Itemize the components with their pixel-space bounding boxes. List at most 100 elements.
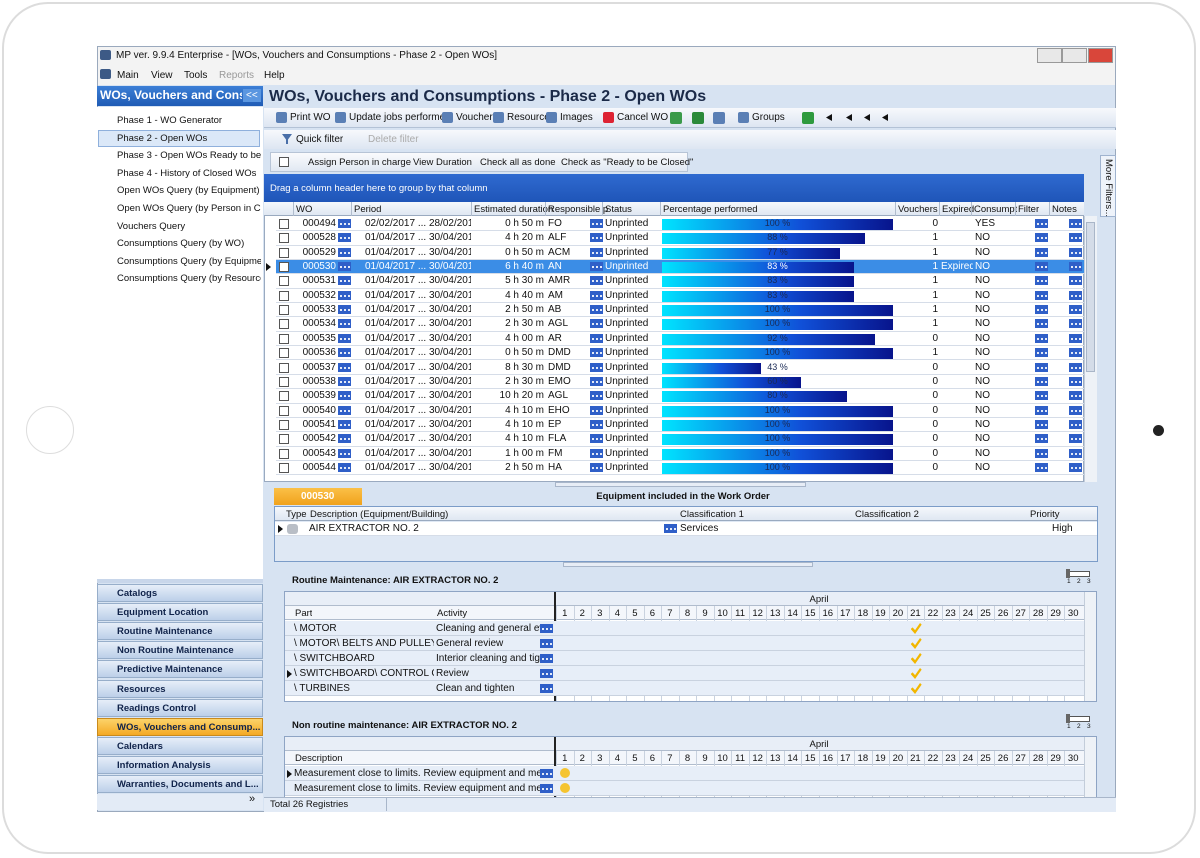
ellipsis-button[interactable] <box>1035 233 1048 242</box>
ellipsis-button[interactable] <box>338 276 351 285</box>
ellipsis-button[interactable] <box>1035 420 1048 429</box>
column-header[interactable]: Part <box>295 607 312 620</box>
ellipsis-button[interactable] <box>338 219 351 228</box>
ellipsis-button[interactable] <box>1069 377 1082 386</box>
ellipsis-button[interactable] <box>540 769 553 778</box>
ellipsis-button[interactable] <box>338 248 351 257</box>
toolbar-button[interactable]: Groups <box>752 111 785 124</box>
ellipsis-button[interactable] <box>590 276 603 285</box>
ellipsis-button[interactable] <box>338 291 351 300</box>
ellipsis-button[interactable] <box>1069 219 1082 228</box>
menu-item[interactable]: Tools <box>184 69 207 82</box>
ellipsis-button[interactable] <box>590 291 603 300</box>
ellipsis-button[interactable] <box>1069 391 1082 400</box>
delete-filter[interactable]: Delete filter <box>368 133 419 146</box>
ellipsis-button[interactable] <box>590 248 603 257</box>
ellipsis-button[interactable] <box>1035 291 1048 300</box>
column-header[interactable]: Type <box>286 508 307 521</box>
ellipsis-button[interactable] <box>1069 276 1082 285</box>
sidebar-item[interactable]: Consumptions Query (by WO) <box>117 237 261 250</box>
toolbar-button[interactable]: Update jobs performed <box>349 111 451 124</box>
toolbar-button[interactable]: Print WO <box>290 111 331 124</box>
ellipsis-button[interactable] <box>590 262 603 271</box>
action-button[interactable]: View Duration <box>413 156 472 169</box>
column-header[interactable]: Classification 1 <box>680 508 744 521</box>
ellipsis-button[interactable] <box>1035 262 1048 271</box>
column-header[interactable]: Percentage performed <box>663 203 758 216</box>
ellipsis-button[interactable] <box>1069 348 1082 357</box>
ellipsis-button[interactable] <box>590 348 603 357</box>
side-tab-label[interactable]: More Filters... <box>1102 159 1115 217</box>
ellipsis-button[interactable] <box>1035 363 1048 372</box>
ellipsis-button[interactable] <box>590 406 603 415</box>
ellipsis-button[interactable] <box>540 624 553 633</box>
ellipsis-button[interactable] <box>590 319 603 328</box>
ellipsis-button[interactable] <box>1069 262 1082 271</box>
column-header[interactable]: Period <box>354 203 381 216</box>
column-header[interactable]: Status <box>605 203 632 216</box>
ellipsis-button[interactable] <box>1069 363 1082 372</box>
ellipsis-button[interactable] <box>1069 420 1082 429</box>
ellipsis-button[interactable] <box>540 684 553 693</box>
nav-button[interactable]: Information Analysis <box>117 759 261 772</box>
column-header[interactable]: Classification 2 <box>855 508 919 521</box>
ellipsis-button[interactable] <box>1035 377 1048 386</box>
ellipsis-button[interactable] <box>1069 291 1082 300</box>
ellipsis-button[interactable] <box>1035 391 1048 400</box>
ellipsis-button[interactable] <box>590 233 603 242</box>
nav-button[interactable]: Equipment Location <box>117 606 261 619</box>
action-button[interactable]: Check as "Ready to be Closed" <box>561 156 693 169</box>
ellipsis-button[interactable] <box>338 391 351 400</box>
ellipsis-button[interactable] <box>540 784 553 793</box>
sidebar-item[interactable]: Open WOs Query (by Equipment) <box>117 184 261 197</box>
column-header[interactable]: Notes <box>1052 203 1077 216</box>
column-header[interactable]: Expired <box>942 203 974 216</box>
ellipsis-button[interactable] <box>590 434 603 443</box>
ellipsis-button[interactable] <box>1035 305 1048 314</box>
ellipsis-button[interactable] <box>1035 276 1048 285</box>
column-header[interactable]: Filter <box>1018 203 1039 216</box>
menu-item[interactable]: Help <box>264 69 285 82</box>
ellipsis-button[interactable] <box>1035 406 1048 415</box>
nav-button[interactable]: WOs, Vouchers and Consump... <box>117 721 261 734</box>
column-header[interactable]: Consumpt <box>974 203 1017 216</box>
sidebar-item[interactable]: Phase 2 - Open WOs <box>117 132 261 145</box>
ellipsis-button[interactable] <box>1069 463 1082 472</box>
toolbar-button[interactable]: Images <box>560 111 593 124</box>
menu-item[interactable]: Reports <box>219 69 254 82</box>
action-button[interactable]: Check all as done <box>480 156 556 169</box>
ellipsis-button[interactable] <box>1069 248 1082 257</box>
ellipsis-button[interactable] <box>338 463 351 472</box>
ellipsis-button[interactable] <box>540 669 553 678</box>
ellipsis-button[interactable] <box>540 654 553 663</box>
ellipsis-button[interactable] <box>1035 248 1048 257</box>
sidebar-item[interactable]: Vouchers Query <box>117 220 261 233</box>
ellipsis-button[interactable] <box>1035 348 1048 357</box>
ellipsis-button[interactable] <box>338 233 351 242</box>
ellipsis-button[interactable] <box>338 434 351 443</box>
column-header[interactable]: Responsible p <box>548 203 608 216</box>
ellipsis-button[interactable] <box>664 524 677 533</box>
sidebar-item[interactable]: Phase 4 - History of Closed WOs <box>117 167 261 180</box>
ellipsis-button[interactable] <box>590 363 603 372</box>
ellipsis-button[interactable] <box>1035 219 1048 228</box>
ellipsis-button[interactable] <box>338 449 351 458</box>
ellipsis-button[interactable] <box>1069 406 1082 415</box>
nav-button[interactable]: Resources <box>117 683 261 696</box>
collapse-button[interactable]: << <box>243 89 261 102</box>
ellipsis-button[interactable] <box>338 305 351 314</box>
ellipsis-button[interactable] <box>338 363 351 372</box>
ellipsis-button[interactable] <box>590 334 603 343</box>
ellipsis-button[interactable] <box>590 449 603 458</box>
ellipsis-button[interactable] <box>590 391 603 400</box>
ellipsis-button[interactable] <box>338 348 351 357</box>
ellipsis-button[interactable] <box>338 406 351 415</box>
ellipsis-button[interactable] <box>590 219 603 228</box>
sidebar-item[interactable]: Phase 1 - WO Generator <box>117 114 261 127</box>
ellipsis-button[interactable] <box>1069 434 1082 443</box>
ellipsis-button[interactable] <box>1069 233 1082 242</box>
ellipsis-button[interactable] <box>1035 449 1048 458</box>
toolbar-button[interactable]: Vouchers <box>456 111 498 124</box>
ellipsis-button[interactable] <box>540 639 553 648</box>
ellipsis-button[interactable] <box>338 420 351 429</box>
